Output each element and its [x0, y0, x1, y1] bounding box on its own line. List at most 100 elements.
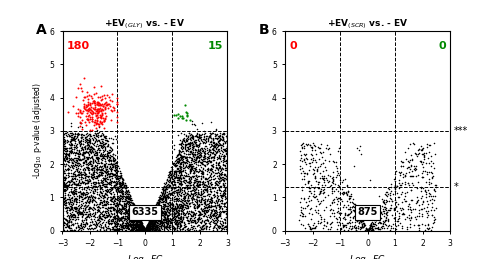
Point — [80, 196, 88, 200]
Point — [202, 168, 209, 172]
Point — [355, 210, 363, 214]
Point — [148, 226, 156, 230]
Point — [177, 215, 185, 219]
Point — [213, 155, 221, 159]
Point — [166, 171, 174, 175]
Point — [109, 227, 117, 232]
Point — [80, 167, 88, 171]
Point — [117, 173, 125, 177]
Point — [299, 222, 307, 227]
Point — [149, 224, 157, 228]
Point — [358, 223, 366, 227]
Point — [220, 132, 228, 136]
Point — [215, 165, 223, 169]
Point — [90, 153, 98, 157]
Point — [113, 168, 121, 172]
Point — [168, 203, 176, 207]
Point — [88, 227, 96, 231]
Point — [108, 212, 116, 216]
Point — [92, 228, 100, 232]
Point — [210, 158, 218, 162]
Point — [306, 143, 314, 147]
Point — [197, 197, 205, 202]
Point — [81, 146, 89, 150]
Point — [143, 226, 151, 231]
Point — [194, 218, 202, 222]
Point — [407, 174, 415, 178]
Point — [76, 206, 84, 210]
Point — [90, 142, 98, 146]
Point — [330, 181, 338, 185]
Point — [176, 185, 184, 189]
Point — [181, 170, 189, 174]
Point — [107, 169, 115, 174]
Point — [172, 214, 180, 218]
Point — [104, 221, 112, 225]
Point — [100, 135, 108, 139]
Point — [188, 218, 196, 222]
Point — [370, 228, 378, 232]
Point — [162, 183, 170, 187]
Point — [118, 191, 126, 196]
Point — [90, 85, 98, 89]
Point — [96, 222, 104, 226]
Point — [98, 145, 106, 149]
Point — [201, 199, 209, 204]
Point — [430, 220, 438, 224]
Point — [183, 157, 191, 162]
Point — [320, 150, 328, 154]
Point — [67, 179, 75, 184]
Point — [188, 141, 196, 145]
Point — [91, 226, 99, 230]
Point — [366, 224, 374, 228]
Point — [132, 223, 140, 227]
Point — [198, 196, 206, 200]
Point — [210, 141, 218, 146]
Point — [97, 109, 105, 113]
Point — [196, 177, 204, 182]
Point — [75, 139, 83, 143]
Point — [70, 180, 78, 184]
Point — [178, 167, 186, 171]
Point — [216, 205, 224, 209]
Point — [63, 208, 71, 212]
Point — [103, 182, 111, 186]
Point — [96, 227, 104, 232]
Point — [93, 150, 101, 154]
Point — [162, 204, 170, 208]
Point — [116, 202, 124, 206]
Point — [150, 223, 158, 227]
Point — [178, 227, 186, 231]
Point — [94, 224, 102, 228]
Point — [196, 152, 204, 156]
Point — [214, 201, 222, 205]
Point — [121, 210, 129, 214]
Point — [88, 150, 96, 154]
Point — [78, 226, 86, 230]
Point — [110, 164, 118, 169]
Point — [156, 211, 164, 215]
Point — [222, 205, 230, 209]
Point — [71, 220, 79, 225]
Point — [156, 211, 164, 215]
Point — [163, 217, 171, 221]
Point — [398, 163, 406, 168]
Point — [201, 206, 209, 210]
Point — [138, 224, 146, 228]
Point — [138, 223, 146, 227]
Point — [423, 172, 431, 176]
Point — [162, 185, 170, 189]
Point — [89, 172, 97, 176]
Point — [64, 184, 72, 188]
Point — [136, 224, 144, 228]
Point — [188, 133, 196, 138]
Point — [182, 200, 190, 204]
Point — [212, 190, 220, 195]
Point — [330, 197, 338, 201]
Point — [185, 152, 193, 156]
Point — [112, 188, 120, 192]
Point — [214, 138, 222, 142]
Point — [86, 141, 94, 145]
Point — [184, 206, 192, 210]
Point — [116, 184, 124, 189]
